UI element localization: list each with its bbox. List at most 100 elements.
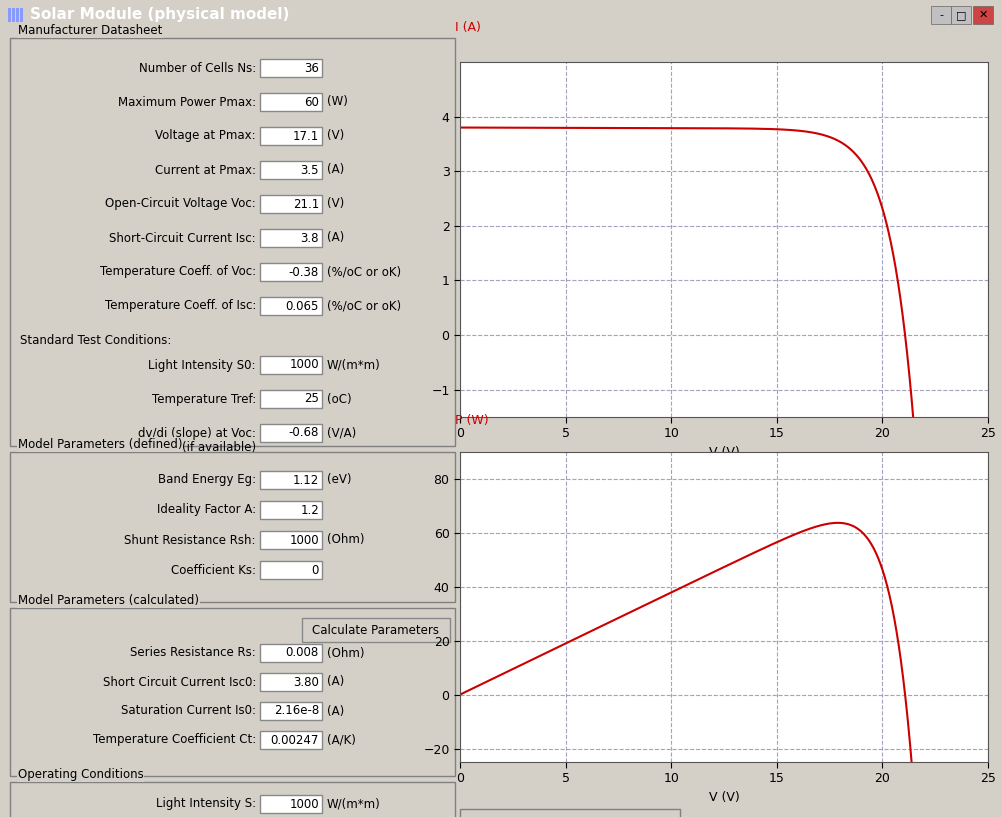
FancyBboxPatch shape [260, 127, 322, 145]
FancyBboxPatch shape [260, 702, 322, 720]
Text: Short-Circuit Current Isc:: Short-Circuit Current Isc: [109, 231, 256, 244]
Text: 2.16e-8: 2.16e-8 [274, 704, 319, 717]
Text: Maximum Power Pmax:: Maximum Power Pmax: [118, 96, 256, 109]
Text: Voltage at Pmax:: Voltage at Pmax: [155, 130, 256, 142]
Text: (V): (V) [327, 130, 344, 142]
Text: Coefficient Ks:: Coefficient Ks: [170, 564, 256, 577]
Text: W/(m*m): W/(m*m) [327, 797, 381, 810]
Bar [8, 8, 11, 22]
Text: 1000: 1000 [290, 797, 319, 810]
Bar [950, 6, 970, 24]
Text: 0.008: 0.008 [286, 646, 319, 659]
Text: (A): (A) [327, 704, 344, 717]
Text: 21.1: 21.1 [293, 198, 319, 211]
Text: Ideality Factor A:: Ideality Factor A: [156, 503, 256, 516]
Text: 0: 0 [312, 564, 319, 577]
FancyBboxPatch shape [260, 229, 322, 247]
Text: Temperature Tref:: Temperature Tref: [151, 392, 256, 405]
FancyBboxPatch shape [260, 795, 322, 813]
FancyBboxPatch shape [260, 561, 322, 579]
FancyBboxPatch shape [302, 618, 450, 642]
Text: 3.80: 3.80 [293, 676, 319, 689]
X-axis label: V (V): V (V) [708, 446, 738, 459]
FancyBboxPatch shape [260, 531, 322, 549]
Text: (A): (A) [327, 676, 344, 689]
Text: (Ohm): (Ohm) [327, 646, 364, 659]
Text: Temperature Coefficient Ct:: Temperature Coefficient Ct: [92, 734, 256, 747]
Text: (A/K): (A/K) [327, 734, 356, 747]
Text: (if available): (if available) [181, 440, 256, 453]
Text: Solar Module (physical model): Solar Module (physical model) [30, 7, 290, 23]
Text: 0.00247: 0.00247 [271, 734, 319, 747]
Text: 1.12: 1.12 [293, 474, 319, 486]
FancyBboxPatch shape [260, 471, 322, 489]
FancyBboxPatch shape [260, 731, 322, 749]
Text: 0.065: 0.065 [286, 300, 319, 312]
Text: Shunt Resistance Rsh:: Shunt Resistance Rsh: [124, 534, 256, 547]
Text: (A): (A) [327, 163, 344, 176]
Text: (Ohm): (Ohm) [327, 534, 364, 547]
Text: (%/oC or oK): (%/oC or oK) [327, 300, 401, 312]
Text: □: □ [955, 10, 965, 20]
Text: Light Intensity S0:: Light Intensity S0: [148, 359, 256, 372]
FancyBboxPatch shape [260, 59, 322, 77]
Text: 25: 25 [304, 392, 319, 405]
Text: Standard Test Conditions:: Standard Test Conditions: [20, 333, 171, 346]
FancyBboxPatch shape [260, 297, 322, 315]
Text: 1000: 1000 [290, 359, 319, 372]
FancyBboxPatch shape [260, 195, 322, 213]
Text: -: - [938, 10, 942, 20]
Text: I (A): I (A) [454, 20, 480, 33]
Text: Operating Conditions: Operating Conditions [18, 768, 143, 781]
FancyBboxPatch shape [260, 263, 322, 281]
Text: P (W): P (W) [454, 414, 488, 427]
Text: (oC): (oC) [327, 392, 352, 405]
Text: Number of Cells Ns:: Number of Cells Ns: [138, 61, 256, 74]
Text: Short Circuit Current Isc0:: Short Circuit Current Isc0: [102, 676, 256, 689]
FancyBboxPatch shape [260, 644, 322, 662]
Text: 1000: 1000 [290, 534, 319, 547]
Text: Calculate Parameters: Calculate Parameters [313, 623, 439, 636]
Text: 60: 60 [304, 96, 319, 109]
Text: 36: 36 [304, 61, 319, 74]
Text: Light Intensity S:: Light Intensity S: [155, 797, 256, 810]
Text: Saturation Current Is0:: Saturation Current Is0: [121, 704, 256, 717]
Text: Temperature Coeff. of Isc:: Temperature Coeff. of Isc: [104, 300, 256, 312]
Text: (V): (V) [327, 198, 344, 211]
X-axis label: V (V): V (V) [708, 791, 738, 804]
Bar [972, 6, 992, 24]
FancyBboxPatch shape [260, 93, 322, 111]
Text: (W): (W) [327, 96, 348, 109]
Bar [20, 8, 23, 22]
FancyBboxPatch shape [260, 390, 322, 408]
FancyBboxPatch shape [260, 424, 322, 442]
Text: Model Parameters (defined): Model Parameters (defined) [18, 438, 182, 451]
Text: (eV): (eV) [327, 474, 351, 486]
Text: 1.2: 1.2 [300, 503, 319, 516]
Text: Current at Pmax:: Current at Pmax: [155, 163, 256, 176]
Text: Series Resistance Rs:: Series Resistance Rs: [130, 646, 256, 659]
Text: ✕: ✕ [977, 10, 987, 20]
Text: Temperature Coeff. of Voc:: Temperature Coeff. of Voc: [100, 266, 256, 279]
Text: (%/oC or oK): (%/oC or oK) [327, 266, 401, 279]
Text: (A): (A) [327, 231, 344, 244]
Bar [12, 8, 15, 22]
Text: 17.1: 17.1 [293, 130, 319, 142]
Bar [16, 8, 19, 22]
Text: Band Energy Eg:: Band Energy Eg: [157, 474, 256, 486]
Text: -0.68: -0.68 [289, 426, 319, 440]
Text: dv/di (slope) at Voc:: dv/di (slope) at Voc: [138, 426, 256, 440]
Text: (V/A): (V/A) [327, 426, 356, 440]
Text: Manufacturer Datasheet: Manufacturer Datasheet [18, 24, 162, 37]
Text: 3.8: 3.8 [301, 231, 319, 244]
Text: W/(m*m): W/(m*m) [327, 359, 381, 372]
FancyBboxPatch shape [260, 356, 322, 374]
FancyBboxPatch shape [260, 673, 322, 691]
Text: 3.5: 3.5 [301, 163, 319, 176]
FancyBboxPatch shape [260, 161, 322, 179]
Bar [930, 6, 950, 24]
FancyBboxPatch shape [260, 501, 322, 519]
Text: -0.38: -0.38 [289, 266, 319, 279]
Text: Open-Circuit Voltage Voc:: Open-Circuit Voltage Voc: [105, 198, 256, 211]
Text: Model Parameters (calculated): Model Parameters (calculated) [18, 594, 198, 607]
